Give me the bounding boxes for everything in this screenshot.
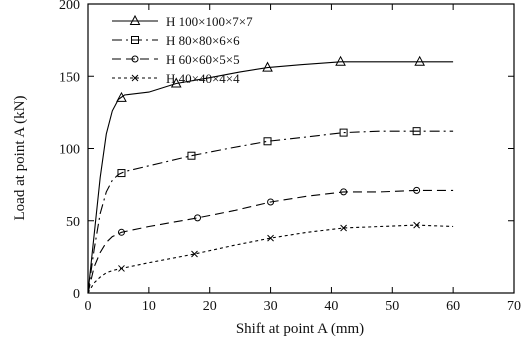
data-point-marker — [340, 188, 348, 196]
legend-entry: H 100×100×7×7 — [112, 14, 253, 29]
legend-marker — [131, 36, 139, 44]
data-point-marker — [267, 198, 275, 206]
legend: H 100×100×7×7 H 80×80×6×6 H 60×60×5×5 H 40×… — [112, 14, 253, 86]
data-point-marker — [194, 214, 202, 222]
series-4 — [87, 221, 454, 294]
series-lines — [87, 55, 454, 294]
series-1 — [87, 55, 454, 294]
legend-entry: H 40×40×4×4 — [112, 71, 240, 86]
data-point-marker — [339, 128, 348, 137]
series-3 — [87, 186, 454, 294]
data-point-marker — [263, 137, 272, 146]
data-point-marker — [191, 250, 198, 258]
data-point-marker — [412, 127, 421, 136]
data-point-marker — [413, 186, 421, 194]
legend-marker — [129, 14, 141, 25]
y-tick-label: 50 — [66, 215, 80, 230]
x-tick-label: 20 — [203, 299, 217, 314]
data-point-marker — [267, 234, 274, 242]
x-tick-label: 10 — [142, 299, 156, 314]
series-line — [87, 61, 454, 294]
x-tick-label: 50 — [385, 299, 399, 314]
y-tick-label: 150 — [59, 70, 80, 85]
legend-label: H 100×100×7×7 — [166, 14, 253, 29]
legend-label: H 40×40×4×4 — [166, 71, 240, 86]
data-point-marker — [187, 151, 196, 160]
y-tick-label: 0 — [73, 287, 80, 302]
data-point-marker — [170, 77, 182, 88]
series-line — [87, 189, 454, 294]
y-tick-label: 200 — [59, 0, 80, 13]
x-axis-label: Shift at point A (mm) — [236, 321, 364, 337]
plot-area-border — [87, 3, 515, 294]
y-axis-label: Load at point A (kN) — [12, 96, 28, 221]
y-tick-label: 100 — [59, 143, 80, 158]
plot-frame — [87, 3, 515, 294]
data-point-marker — [116, 91, 127, 102]
data-point-marker — [118, 265, 125, 272]
series-line — [87, 130, 454, 294]
data-point-marker — [262, 61, 273, 72]
legend-marker — [131, 55, 139, 63]
x-tick-label: 70 — [507, 299, 521, 314]
legend-label: H 60×60×5×5 — [166, 52, 240, 67]
series-line — [87, 224, 454, 294]
data-point-marker — [414, 55, 426, 66]
data-point-marker — [335, 55, 346, 66]
x-tick-label: 30 — [264, 299, 278, 314]
x-tick-label: 40 — [324, 299, 338, 314]
legend-label: H 80×80×6×6 — [166, 33, 240, 48]
legend-entry: H 80×80×6×6 — [112, 33, 240, 48]
data-point-marker — [340, 224, 347, 232]
data-point-marker — [117, 228, 125, 236]
axis-ticks: 0 10 20 30 40 50 60 70 0 50 100 150 200 — [59, 0, 521, 314]
legend-entry: H 60×60×5×5 — [112, 52, 240, 67]
data-point-marker — [413, 221, 420, 229]
series-2 — [87, 127, 454, 294]
legend-marker — [131, 74, 139, 82]
data-point-marker — [117, 169, 126, 178]
x-tick-label: 60 — [446, 299, 460, 314]
x-tick-label: 0 — [85, 299, 92, 314]
